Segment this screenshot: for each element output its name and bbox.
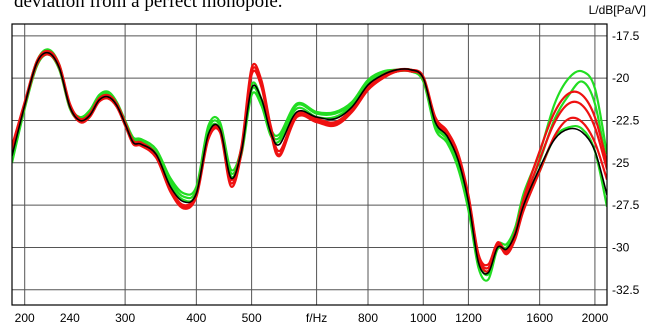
y-tick-label: -32.5	[612, 283, 640, 297]
plot-frame	[11, 23, 608, 306]
y-tick-label: -17.5	[612, 29, 640, 43]
series-line-black-6	[12, 51, 607, 275]
y-tick-label: -22.5	[612, 113, 640, 127]
x-tick-label: 300	[115, 311, 135, 325]
series-group	[12, 48, 607, 282]
x-tick-label: 1200	[455, 311, 482, 325]
x-tick-label: f/Hz	[306, 311, 327, 325]
y-tick-label: -25	[612, 156, 630, 170]
figure-caption: deviation from a perfect monopole.	[14, 0, 283, 12]
x-tick-label: 1600	[526, 311, 553, 325]
x-tick-label: 1000	[410, 311, 437, 325]
series-clip-group	[12, 48, 607, 282]
x-tick-label: 200	[15, 311, 35, 325]
y-axis-title: L/dB[Pa/V]	[589, 3, 646, 17]
x-tick-label: 400	[186, 311, 206, 325]
y-tick-label: -30	[612, 240, 630, 254]
x-tick-label: 500	[242, 311, 262, 325]
plot-background	[12, 24, 607, 305]
x-tick-label: 2000	[582, 311, 609, 325]
series-line-green-2	[12, 48, 607, 273]
x-tick-label: 800	[358, 311, 378, 325]
plot-area	[12, 24, 607, 305]
plot-border	[11, 23, 608, 306]
tick-labels: 200 240 300 400 500 f/Hz 800 1000 1200 1600 2000 -1…	[15, 29, 640, 325]
x-tick-label: 240	[60, 311, 80, 325]
y-tick-label: -20	[612, 71, 630, 85]
y-tick-label: -27.5	[612, 198, 640, 212]
